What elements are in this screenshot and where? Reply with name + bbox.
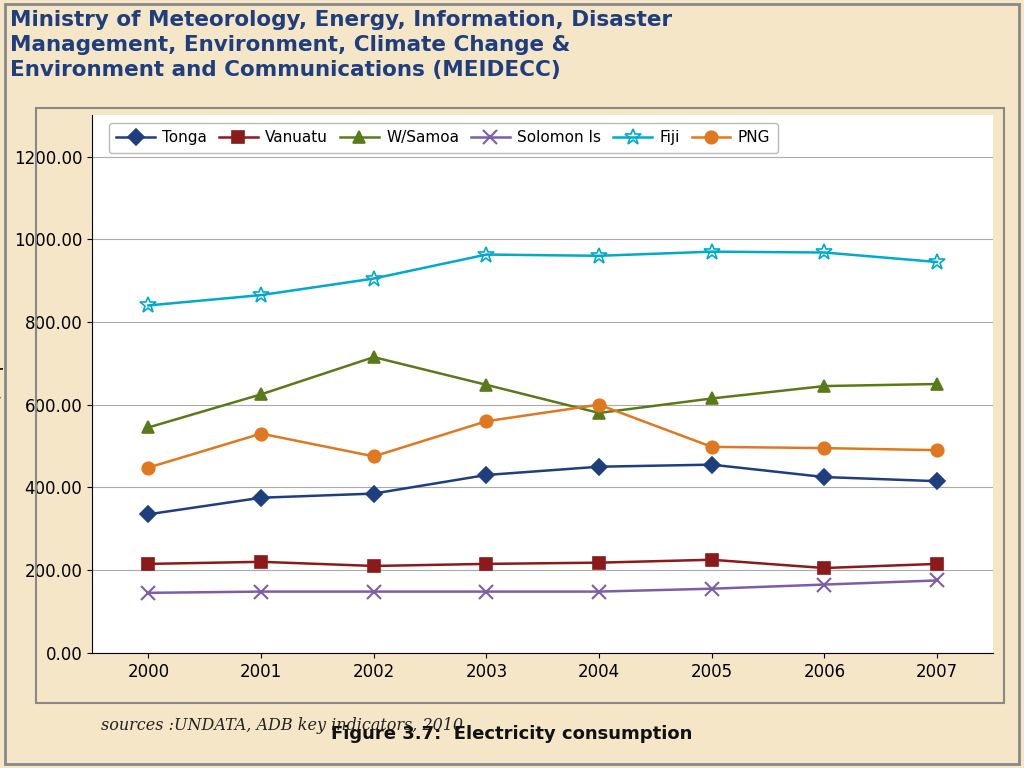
Solomon Is xyxy=(142,588,155,598)
Vanuatu xyxy=(255,558,267,567)
Fiji xyxy=(368,274,380,283)
PNG xyxy=(255,429,267,439)
Solomon Is xyxy=(368,587,380,596)
Fiji xyxy=(593,251,605,260)
Fiji xyxy=(706,247,718,257)
Vanuatu xyxy=(142,559,155,568)
Solomon Is xyxy=(931,576,943,585)
Tonga xyxy=(142,510,155,519)
Vanuatu xyxy=(593,558,605,568)
Fiji xyxy=(255,290,267,300)
Tonga xyxy=(593,462,605,472)
Fiji xyxy=(931,257,943,266)
PNG xyxy=(480,416,493,425)
PNG xyxy=(142,463,155,472)
PNG xyxy=(368,452,380,461)
W/Samoa xyxy=(142,423,155,432)
Vanuatu xyxy=(480,559,493,568)
Line: Tonga: Tonga xyxy=(143,459,942,520)
W/Samoa xyxy=(480,380,493,389)
Solomon Is xyxy=(255,587,267,596)
PNG xyxy=(818,443,830,452)
Vanuatu xyxy=(706,555,718,564)
Solomon Is xyxy=(480,587,493,596)
Text: sources :UNDATA, ADB key indicators, 2010: sources :UNDATA, ADB key indicators, 201… xyxy=(101,717,463,734)
Solomon Is xyxy=(706,584,718,594)
Vanuatu xyxy=(931,559,943,568)
W/Samoa xyxy=(818,382,830,391)
Text: Figure 3.7:  Electricity consumption: Figure 3.7: Electricity consumption xyxy=(332,725,692,743)
PNG xyxy=(931,445,943,455)
Line: PNG: PNG xyxy=(142,399,943,474)
Fiji xyxy=(818,248,830,257)
Tonga xyxy=(255,493,267,502)
Fiji xyxy=(142,301,155,310)
W/Samoa xyxy=(255,389,267,399)
Y-axis label: kWh/capita: kWh/capita xyxy=(0,333,3,435)
W/Samoa xyxy=(368,353,380,362)
Tonga xyxy=(480,470,493,479)
Legend: Tonga, Vanuatu, W/Samoa, Solomon Is, Fiji, PNG: Tonga, Vanuatu, W/Samoa, Solomon Is, Fij… xyxy=(109,123,778,153)
Tonga xyxy=(818,472,830,482)
Tonga xyxy=(931,477,943,486)
Line: W/Samoa: W/Samoa xyxy=(142,351,943,434)
W/Samoa xyxy=(931,379,943,389)
Solomon Is xyxy=(818,580,830,589)
W/Samoa xyxy=(706,394,718,403)
PNG xyxy=(706,442,718,452)
Fiji xyxy=(480,250,493,259)
Line: Fiji: Fiji xyxy=(140,243,945,314)
Tonga xyxy=(706,460,718,469)
W/Samoa xyxy=(593,409,605,418)
Vanuatu xyxy=(368,561,380,571)
PNG xyxy=(593,400,605,409)
Tonga xyxy=(368,489,380,498)
Line: Solomon Is: Solomon Is xyxy=(141,574,944,600)
Text: Ministry of Meteorology, Energy, Information, Disaster
Management, Environment, : Ministry of Meteorology, Energy, Informa… xyxy=(10,10,673,80)
Vanuatu xyxy=(818,564,830,573)
Solomon Is xyxy=(593,587,605,596)
Line: Vanuatu: Vanuatu xyxy=(143,554,942,574)
